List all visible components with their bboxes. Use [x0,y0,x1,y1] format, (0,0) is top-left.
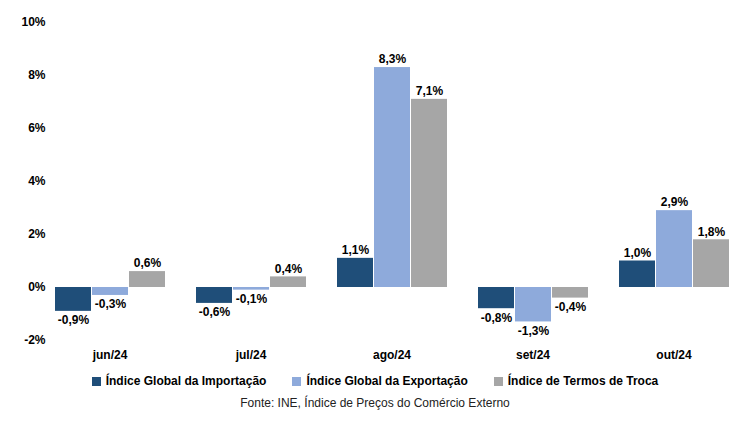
svg-text:jul/24: jul/24 [235,348,267,362]
svg-text:-0,9%: -0,9% [58,313,90,327]
html-text:Índice de Termos de Troca: Índice de Termos de Troca [507,374,659,388]
svg-text:-2%: -2% [24,333,46,347]
svg-text:-0,4%: -0,4% [555,300,587,314]
svg-text:1,8%: 1,8% [698,225,726,239]
svg-text:1,0%: 1,0% [624,246,652,260]
svg-text:-0,1%: -0,1% [236,292,268,306]
svg-text:0%: 0% [28,280,46,294]
svg-text:0,4%: 0,4% [275,262,303,276]
html-text:Fonte: INE, Índice de Preços d: Fonte: INE, Índice de Preços do Comércio… [240,396,510,410]
svg-text:out/24: out/24 [656,348,692,362]
svg-text:8,3%: 8,3% [379,52,407,66]
svg-text:-1,3%: -1,3% [518,324,550,338]
svg-text:-0,6%: -0,6% [199,305,231,319]
svg-text:7,1%: 7,1% [416,84,444,98]
html-text:Índice Global da Importação: Índice Global da Importação [105,374,267,388]
svg-text:ago/24: ago/24 [373,348,411,362]
svg-text:set/24: set/24 [516,348,550,362]
svg-text:4%: 4% [28,174,46,188]
svg-text:2%: 2% [28,227,46,241]
svg-text:-0,3%: -0,3% [95,297,127,311]
svg-text:2,9%: 2,9% [661,195,689,209]
html-text:Índice Global da Exportação: Índice Global da Exportação [306,374,468,388]
svg-text:10%: 10% [21,15,45,29]
svg-text:jun/24: jun/24 [92,348,128,362]
svg-text:1,1%: 1,1% [342,243,370,257]
svg-text:6%: 6% [28,121,46,135]
svg-text:0,6%: 0,6% [134,256,162,270]
svg-text:8%: 8% [28,68,46,82]
svg-text:-0,8%: -0,8% [481,311,513,325]
